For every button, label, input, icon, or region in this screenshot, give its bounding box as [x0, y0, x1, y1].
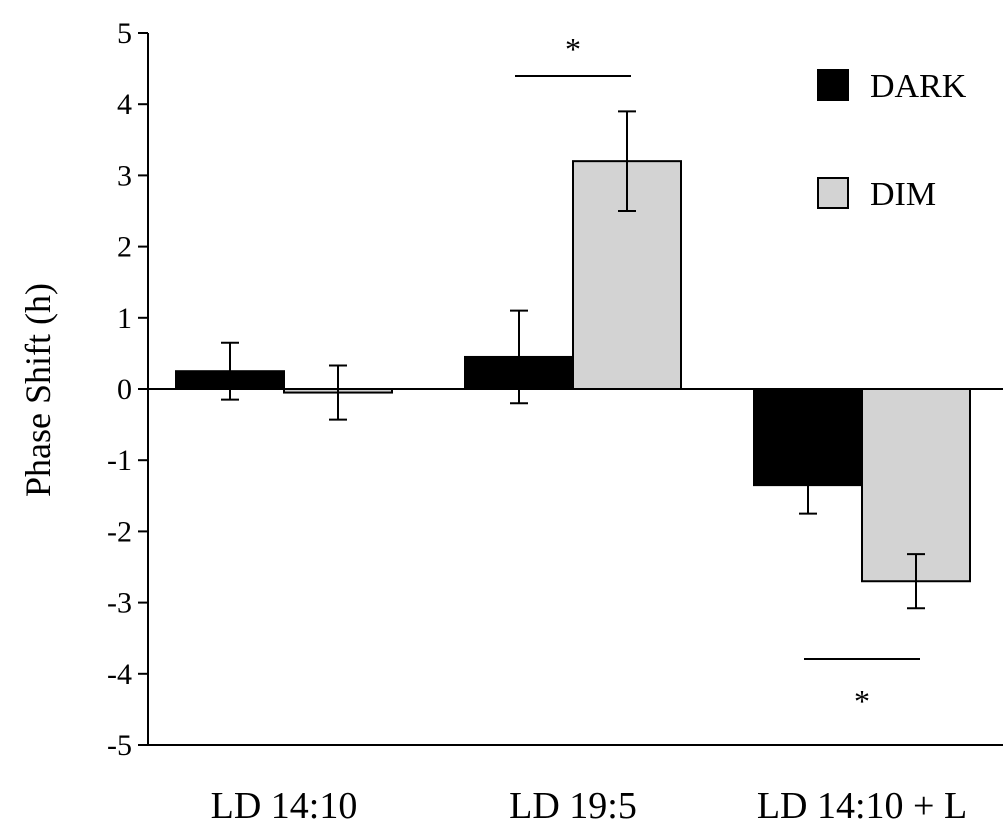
y-tick-label: 5 [117, 17, 132, 50]
y-tick-label: -5 [107, 729, 132, 762]
legend-swatch [817, 177, 849, 209]
y-tick-label: 2 [117, 231, 132, 264]
legend-swatch [817, 69, 849, 101]
significance-annotations: ** [515, 31, 920, 719]
y-tick-label: 3 [117, 159, 132, 192]
error-bar [799, 455, 817, 515]
y-tick-label: 4 [117, 88, 132, 121]
error-bar [907, 553, 925, 610]
y-tick-label: 1 [117, 302, 132, 335]
y-axis-label: Phase Shift (h) [18, 283, 58, 497]
error-bar [618, 110, 636, 212]
y-tick-label: -4 [107, 658, 132, 691]
error-bar [510, 309, 528, 405]
y-tick-label: 0 [117, 373, 132, 406]
error-bars [221, 110, 925, 610]
error-bar [221, 341, 239, 401]
legend-entry-dark: DARK [817, 68, 967, 105]
legend-label: DIM [870, 176, 936, 213]
significance-star: * [565, 31, 581, 67]
significance-marker: * [804, 658, 920, 719]
legend-entry-dim: DIM [817, 176, 936, 213]
legend-label: DARK [870, 68, 967, 105]
y-tick-label: -2 [107, 515, 132, 548]
x-category-label: LD 19:5 [509, 785, 637, 827]
bars [175, 160, 971, 583]
significance-star: * [854, 683, 870, 719]
error-bar [329, 364, 347, 421]
x-category-label: LD 14:10 + L [757, 785, 967, 827]
category-labels: LD 14:10 LD 19:5 LD 14:10 + L [211, 785, 968, 827]
significance-marker: * [515, 31, 631, 77]
bar-dim [861, 388, 971, 583]
legend: DARK DIM [817, 68, 967, 213]
y-tick-label: -3 [107, 587, 132, 620]
x-category-label: LD 14:10 [211, 785, 358, 827]
y-tick-label: -1 [107, 444, 132, 477]
